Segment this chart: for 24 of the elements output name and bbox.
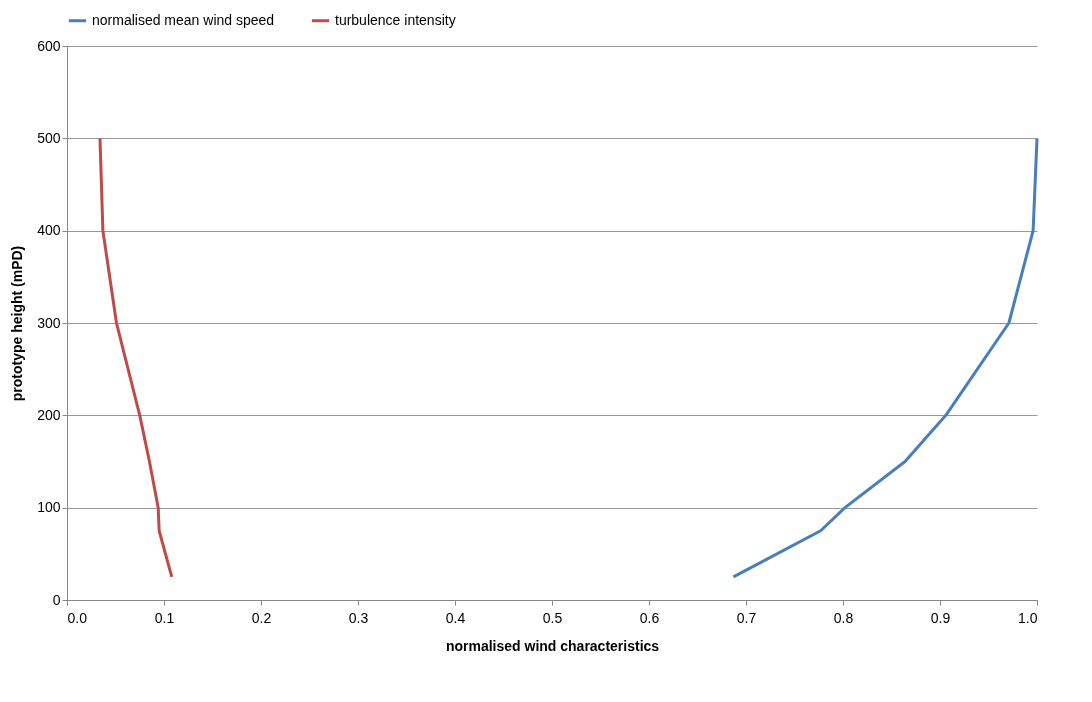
x-tick-label: 0.6 <box>639 609 660 626</box>
x-tick-label: 0.3 <box>348 609 369 626</box>
y-tick-label: 100 <box>37 499 61 516</box>
y-tick-label: 200 <box>37 406 61 423</box>
y-tick-label: 0 <box>52 591 61 608</box>
x-tick-label: 0.8 <box>833 609 854 626</box>
x-tick-label: 0.1 <box>154 609 175 626</box>
x-tick-label: 0.0 <box>67 609 88 626</box>
x-tick-label: 0.9 <box>930 609 951 626</box>
y-tick-label: 300 <box>37 314 61 331</box>
x-tick-label: 0.7 <box>736 609 757 626</box>
x-tick-label: 0.5 <box>542 609 563 626</box>
x-tick-label: 0.2 <box>251 609 272 626</box>
x-tick-label: 1.0 <box>1018 609 1038 626</box>
y-tick-label: 500 <box>37 129 61 146</box>
line-series <box>731 136 1039 579</box>
x-axis-title: normalised wind characteristics <box>445 637 660 654</box>
y-tick-label: 400 <box>37 222 61 239</box>
legend-label: turbulence intensity <box>335 11 456 28</box>
y-tick-label: 600 <box>37 37 61 54</box>
y-axis-title: prototype height (mPD) <box>9 245 26 402</box>
legend-label: normalised mean wind speed <box>92 11 275 28</box>
x-tick-label: 0.4 <box>445 609 466 626</box>
line-series <box>98 136 174 579</box>
